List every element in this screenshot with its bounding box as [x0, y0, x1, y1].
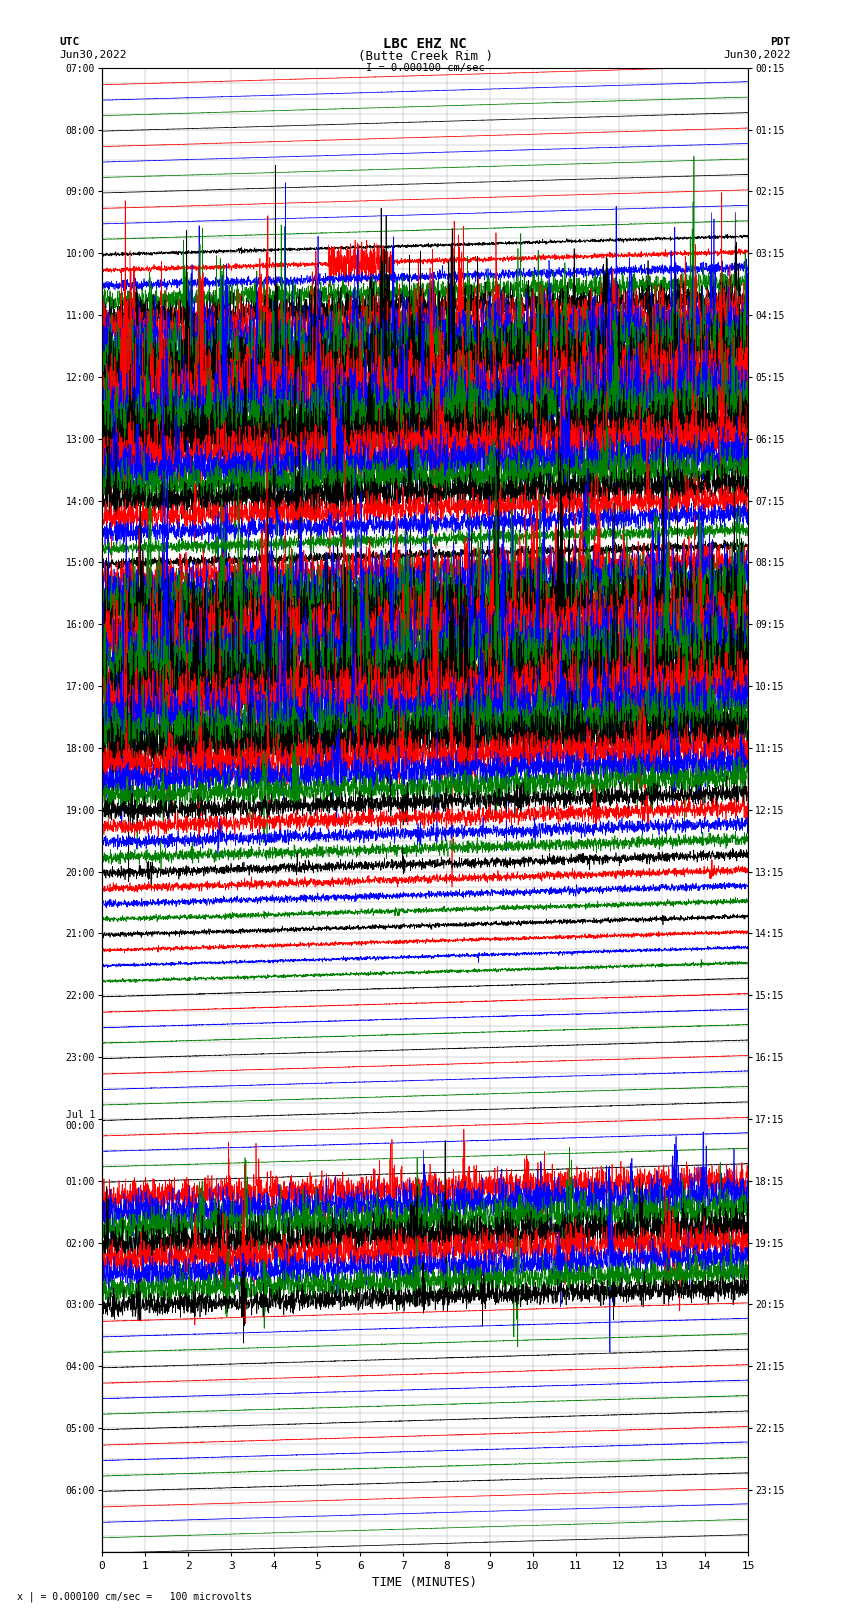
- Text: x | = 0.000100 cm/sec =   100 microvolts: x | = 0.000100 cm/sec = 100 microvolts: [17, 1590, 252, 1602]
- Text: (Butte Creek Rim ): (Butte Creek Rim ): [358, 50, 492, 63]
- Text: I = 0.000100 cm/sec: I = 0.000100 cm/sec: [366, 63, 484, 73]
- Text: UTC: UTC: [60, 37, 80, 47]
- X-axis label: TIME (MINUTES): TIME (MINUTES): [372, 1576, 478, 1589]
- Text: LBC EHZ NC: LBC EHZ NC: [383, 37, 467, 52]
- Text: Jun30,2022: Jun30,2022: [723, 50, 791, 60]
- Text: Jun30,2022: Jun30,2022: [60, 50, 127, 60]
- Text: PDT: PDT: [770, 37, 790, 47]
